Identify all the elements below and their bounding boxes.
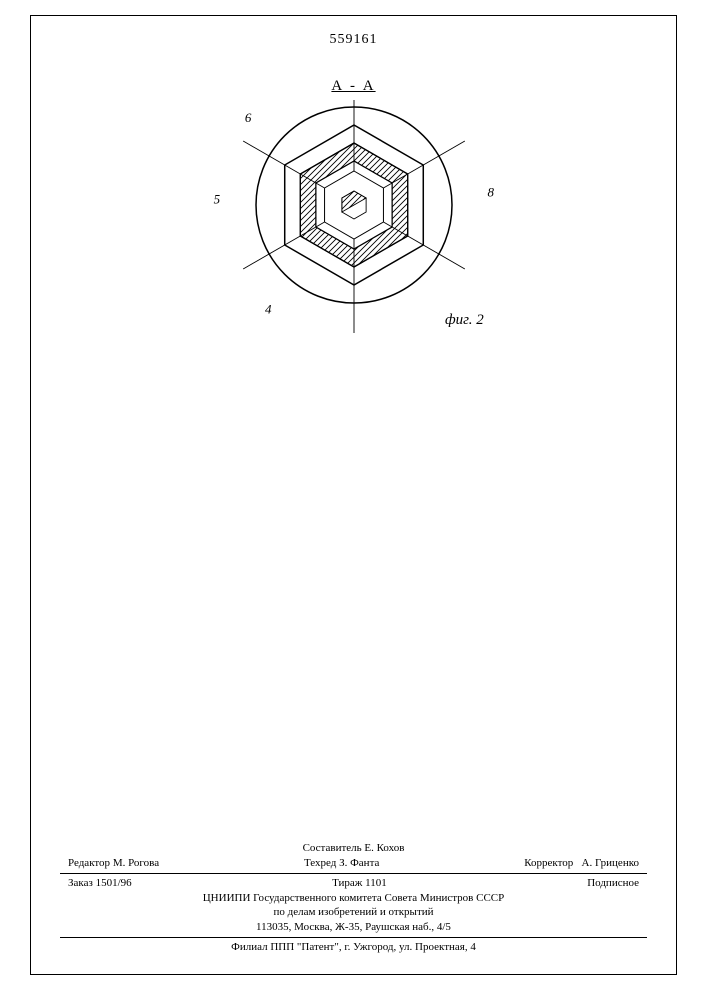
- patent-number: 559161: [0, 32, 707, 48]
- editor-label: Редактор: [68, 857, 110, 869]
- compiler-line: Составитель Е. Кохов: [60, 841, 647, 856]
- corrector-label: Корректор: [524, 857, 573, 869]
- divider-1: [60, 873, 647, 874]
- techred-name: З. Фанта: [339, 857, 379, 869]
- order: Заказ 1501/96: [68, 876, 132, 891]
- editor: Редактор М. Рогова: [68, 856, 159, 871]
- tirage-label: Тираж: [332, 877, 362, 889]
- address1: 113035, Москва, Ж-35, Раушская наб., 4/5: [60, 920, 647, 935]
- section-label: А - А: [0, 78, 707, 95]
- figure-label: фиг. 2: [445, 312, 484, 329]
- footer-block: Составитель Е. Кохов Редактор М. Рогова …: [60, 841, 647, 955]
- compiler-name: Е. Кохов: [364, 842, 404, 854]
- credits-row: Редактор М. Рогова Техред З. Фанта Корре…: [60, 856, 647, 871]
- callout-7: 7: [430, 100, 437, 101]
- compiler-label: Составитель: [303, 842, 362, 854]
- callout-6: 6: [244, 110, 251, 125]
- address2: Филиал ППП "Патент", г. Ужгород, ул. Про…: [60, 940, 647, 955]
- print-info-row: Заказ 1501/96 Тираж 1101 Подписное: [60, 876, 647, 891]
- signed: Подписное: [587, 876, 639, 891]
- callout-8: 8: [487, 184, 494, 199]
- techred: Техред З. Фанта: [304, 856, 379, 871]
- corrector-name: А. Гриценко: [582, 857, 639, 869]
- order-label: Заказ: [68, 877, 93, 889]
- org-line1: ЦНИИПИ Государственного комитета Совета …: [60, 891, 647, 906]
- divider-2: [60, 937, 647, 938]
- techred-label: Техред: [304, 857, 336, 869]
- org-line2: по делам изобретений и открытий: [60, 905, 647, 920]
- corrector: Корректор А. Гриценко: [524, 856, 639, 871]
- callout-4: 4: [265, 302, 272, 317]
- callout-5: 5: [213, 191, 220, 206]
- tirage-num: 1101: [365, 877, 387, 889]
- editor-name: М. Рогова: [113, 857, 159, 869]
- tirage: Тираж 1101: [332, 876, 387, 891]
- diagram-container: 4 5 6 7 8: [0, 100, 707, 340]
- order-num: 1501/96: [96, 877, 132, 889]
- cross-section-diagram: 4 5 6 7 8: [199, 100, 509, 340]
